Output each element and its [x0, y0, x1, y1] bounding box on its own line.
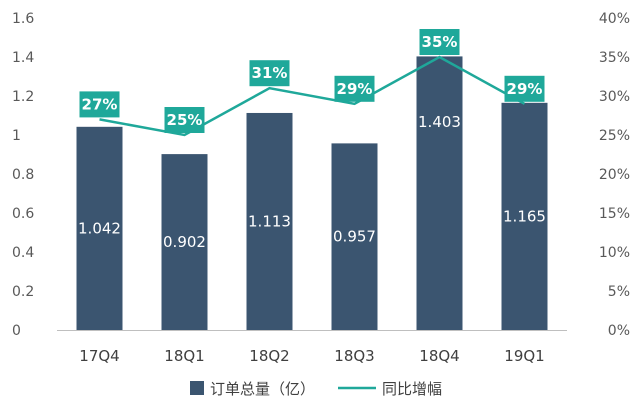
left-axis: 0 0.2 0.4 0.6 0.8 1 1.2 1.4 1.6	[12, 11, 34, 339]
growth-label-box	[419, 29, 460, 55]
right-tick-label: 15%	[599, 206, 630, 222]
growth-label-box	[504, 75, 545, 102]
right-tick-label: 0%	[608, 323, 630, 339]
left-tick-label: 0.6	[12, 206, 34, 222]
left-tick-label: 0.8	[12, 167, 34, 183]
legend-label-line: 同比增幅	[382, 380, 442, 398]
bar-data-label: 0.957	[333, 228, 376, 246]
bar	[76, 126, 123, 330]
left-tick-label: 1.2	[12, 89, 34, 105]
x-axis: 17Q4 18Q1 18Q2 18Q3 18Q4 19Q1	[57, 330, 567, 365]
right-axis: 0% 5% 10% 15% 20% 25% 30% 35% 40%	[599, 11, 630, 339]
right-tick-label: 5%	[608, 284, 630, 300]
growth-label-box	[164, 107, 205, 133]
bar	[501, 102, 548, 330]
category-label: 18Q4	[419, 347, 459, 365]
left-tick-label: 1.6	[12, 11, 34, 27]
growth-label-box	[249, 60, 290, 87]
left-tick-label: 0	[12, 323, 21, 339]
right-tick-label: 30%	[599, 89, 630, 105]
bar-data-label: 1.113	[248, 212, 291, 230]
right-tick-label: 10%	[599, 245, 630, 261]
bar	[246, 112, 293, 330]
growth-data-label: 25%	[167, 111, 203, 129]
bars: 1.042 0.902 1.113 0.957 1.403 1.165	[76, 56, 548, 330]
growth-data-label: 27%	[82, 95, 118, 113]
bar-data-label: 1.165	[503, 207, 546, 225]
right-tick-label: 20%	[599, 167, 630, 183]
left-tick-label: 0.2	[12, 284, 34, 300]
bar-data-label: 1.042	[78, 219, 121, 237]
growth-data-label: 29%	[507, 80, 543, 98]
right-tick-label: 35%	[599, 50, 630, 66]
bar	[161, 154, 208, 330]
category-label: 18Q2	[249, 347, 289, 365]
category-label: 19Q1	[504, 347, 544, 365]
growth-label-box	[79, 91, 120, 118]
bar-data-label: 1.403	[418, 113, 461, 131]
left-tick-label: 0.4	[12, 245, 34, 261]
right-tick-label: 40%	[599, 11, 630, 27]
line-series: 27% 25% 31% 29% 35% 29%	[79, 29, 545, 137]
right-tick-label: 25%	[599, 128, 630, 144]
growth-data-label: 35%	[422, 33, 458, 51]
bar	[331, 143, 378, 330]
legend-swatch-bar	[190, 381, 204, 395]
left-tick-label: 1	[12, 128, 21, 144]
legend-label-bar: 订单总量（亿）	[210, 380, 315, 398]
growth-data-label: 31%	[252, 64, 288, 82]
growth-data-label: 29%	[337, 80, 373, 98]
category-label: 18Q3	[334, 347, 374, 365]
growth-label-box	[334, 75, 375, 102]
category-label: 18Q1	[164, 347, 204, 365]
left-tick-label: 1.4	[12, 50, 34, 66]
legend: 订单总量（亿） 同比增幅	[190, 380, 442, 398]
bar-data-label: 0.902	[163, 233, 206, 251]
category-label: 17Q4	[79, 347, 119, 365]
bar	[416, 56, 463, 330]
